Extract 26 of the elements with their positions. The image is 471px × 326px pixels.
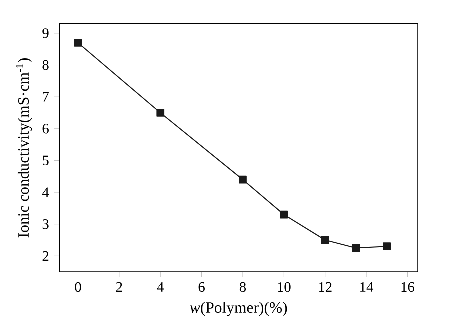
x-tick-label: 10 (278, 282, 291, 292)
x-tick-label: 2 (116, 282, 122, 292)
x-tick-label: 12 (319, 282, 332, 292)
y-axis-title: Ionic conductivity(mS·cm$^{-1}$) (16, 58, 32, 238)
x-tick-label: 4 (157, 282, 164, 292)
x-tick-label: 8 (240, 282, 246, 292)
point (239, 176, 247, 184)
y-tick-label: 4 (42, 188, 50, 198)
point (352, 244, 360, 252)
y-tick-label: 5 (43, 156, 49, 166)
point (321, 236, 330, 244)
point (74, 38, 82, 47)
x-tick-label: 0 (75, 282, 82, 292)
point (156, 108, 165, 117)
x-tick-label: 6 (198, 282, 205, 292)
point (280, 210, 288, 219)
point (383, 242, 392, 250)
x-tick-label: 16 (402, 282, 414, 292)
x-axis-title: w(Polymer)(%) (190, 302, 288, 316)
y-tick-label: 9 (42, 28, 49, 38)
x-tick-label: 14 (360, 282, 374, 292)
y-tick-label: 2 (42, 251, 49, 261)
y-tick-label: 6 (42, 124, 49, 134)
y-tick-label: 3 (42, 219, 49, 230)
y-tick-label: 8 (42, 60, 49, 70)
y-tick-label: 7 (43, 92, 49, 102)
